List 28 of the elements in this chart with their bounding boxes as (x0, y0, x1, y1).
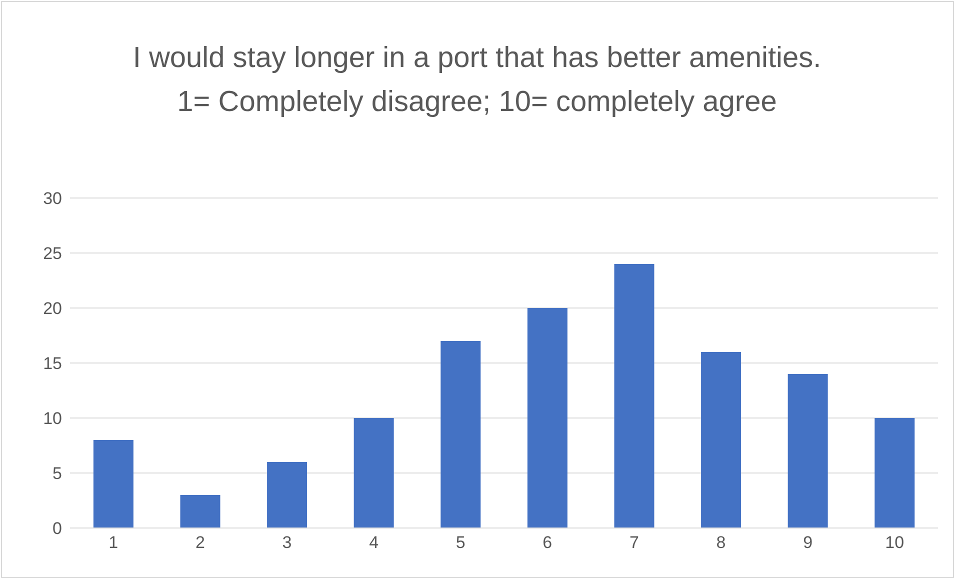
x-tick-label: 1 (108, 533, 118, 552)
y-tick-label: 15 (43, 354, 62, 374)
bar (788, 374, 828, 528)
bar (614, 264, 654, 528)
x-tick-label: 2 (195, 533, 205, 552)
y-tick-label: 0 (52, 519, 62, 538)
x-tick-label: 10 (885, 533, 904, 552)
y-tick-label: 10 (43, 409, 62, 428)
chart-title: I would stay longer in a port that has better amenities. 1= Completely disagree; 10= completely agree (132, 41, 822, 120)
x-tick-label: 4 (369, 533, 379, 552)
bar (701, 352, 742, 528)
x-tick-label: 7 (629, 533, 639, 552)
bar (180, 495, 220, 528)
y-tick-label: 5 (52, 464, 62, 484)
x-tick-label: 8 (716, 533, 726, 552)
y-tick-label: 20 (43, 299, 62, 318)
bar (440, 341, 481, 528)
x-tick-label: 3 (282, 533, 292, 552)
x-tick-label: 9 (803, 533, 813, 552)
bar (527, 308, 568, 528)
x-tick-label: 5 (456, 533, 466, 552)
y-tick-label: 25 (43, 244, 62, 264)
bar (874, 418, 915, 528)
y-tick-label: 30 (43, 189, 62, 208)
bar (93, 440, 134, 528)
x-tick-label: 6 (542, 533, 552, 552)
bar (354, 418, 394, 528)
bar (267, 462, 308, 528)
